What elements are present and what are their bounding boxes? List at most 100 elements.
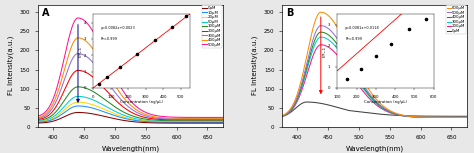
400μM (35, 117, 41, 118)
300μM (438, 116, 444, 118)
0μM (147, 122, 153, 124)
Y-axis label: FL Intensity(a.u.): FL Intensity(a.u.) (252, 36, 258, 95)
Line: 50μM: 50μM (38, 96, 223, 122)
0μM (220, 122, 226, 124)
Line: 400μM: 400μM (38, 38, 223, 119)
Text: B: B (286, 8, 293, 18)
600μM (279, 115, 285, 117)
X-axis label: Wavelength(nm): Wavelength(nm) (346, 145, 403, 152)
Line: 100μM: 100μM (38, 87, 223, 121)
20μM (153, 121, 159, 123)
0μM (397, 115, 403, 116)
400μM (147, 115, 153, 117)
Line: 0μM: 0μM (282, 102, 467, 116)
400μM (464, 116, 470, 118)
200μM (397, 114, 403, 116)
200μM (175, 119, 181, 121)
0μM (194, 122, 200, 124)
20μM (35, 121, 41, 123)
300μM (147, 116, 153, 118)
500μM (419, 116, 425, 118)
20μM (147, 120, 153, 122)
100μM (35, 119, 41, 121)
10μM (147, 121, 153, 123)
400μM (175, 118, 181, 119)
500μM (279, 115, 285, 117)
20μM (75, 101, 81, 103)
50μM (143, 119, 148, 121)
20μM (175, 121, 181, 123)
500μM (220, 116, 226, 118)
50μM (153, 120, 159, 122)
500μM (318, 25, 324, 27)
Line: 300μM: 300μM (38, 54, 223, 119)
50μM (75, 95, 81, 97)
0μM (35, 122, 41, 124)
600μM (387, 109, 392, 111)
300μM (291, 106, 296, 108)
300μM (153, 117, 159, 119)
Legend: 600μM, 500μM, 400μM, 300μM, 200μM, 0μM: 600μM, 500μM, 400μM, 300μM, 200μM, 0μM (446, 5, 466, 34)
0μM (419, 115, 425, 117)
20μM (143, 120, 148, 122)
200μM (387, 112, 392, 114)
300μM (194, 118, 200, 120)
50μM (147, 120, 153, 122)
300μM (419, 116, 425, 118)
0μM (143, 122, 148, 123)
Line: 400μM: 400μM (282, 32, 467, 117)
Legend: 0μM, 10μM, 20μM, 50μM, 100μM, 200μM, 300μM, 400μM, 500μM: 0μM, 10μM, 20μM, 50μM, 100μM, 200μM, 300… (201, 5, 222, 48)
X-axis label: Wavelength(nm): Wavelength(nm) (101, 145, 159, 152)
10μM (153, 121, 159, 123)
500μM (194, 116, 200, 118)
10μM (220, 121, 226, 123)
0μM (387, 114, 392, 116)
400μM (318, 31, 324, 33)
0μM (46, 121, 52, 123)
200μM (392, 113, 397, 115)
500μM (35, 115, 41, 117)
50μM (220, 121, 226, 123)
300μM (397, 114, 403, 116)
400μM (75, 37, 81, 39)
20μM (46, 119, 52, 121)
0μM (153, 122, 159, 124)
20μM (220, 121, 226, 123)
Line: 600μM: 600μM (282, 12, 467, 117)
Line: 0μM: 0μM (38, 112, 223, 123)
100μM (46, 116, 52, 118)
500μM (438, 116, 444, 118)
300μM (143, 115, 148, 117)
500μM (75, 17, 81, 19)
600μM (291, 103, 296, 105)
600μM (438, 116, 444, 118)
200μM (46, 114, 52, 116)
500μM (153, 115, 159, 116)
600μM (318, 11, 324, 13)
Line: 500μM: 500μM (282, 26, 467, 117)
Line: 500μM: 500μM (38, 18, 223, 117)
200μM (153, 118, 159, 120)
200μM (194, 119, 200, 121)
50μM (194, 121, 200, 123)
300μM (175, 118, 181, 120)
200μM (291, 107, 296, 109)
0μM (304, 101, 310, 103)
600μM (464, 116, 470, 118)
400μM (220, 118, 226, 119)
Line: 20μM: 20μM (38, 102, 223, 122)
0μM (75, 112, 81, 113)
400μM (46, 109, 52, 111)
400μM (291, 106, 296, 107)
100μM (194, 120, 200, 122)
200μM (35, 119, 41, 120)
0μM (392, 114, 397, 116)
300μM (75, 53, 81, 54)
10μM (46, 120, 52, 122)
200μM (419, 116, 425, 118)
500μM (147, 113, 153, 115)
500μM (175, 116, 181, 118)
600μM (397, 114, 403, 115)
200μM (279, 115, 285, 117)
300μM (392, 113, 397, 115)
